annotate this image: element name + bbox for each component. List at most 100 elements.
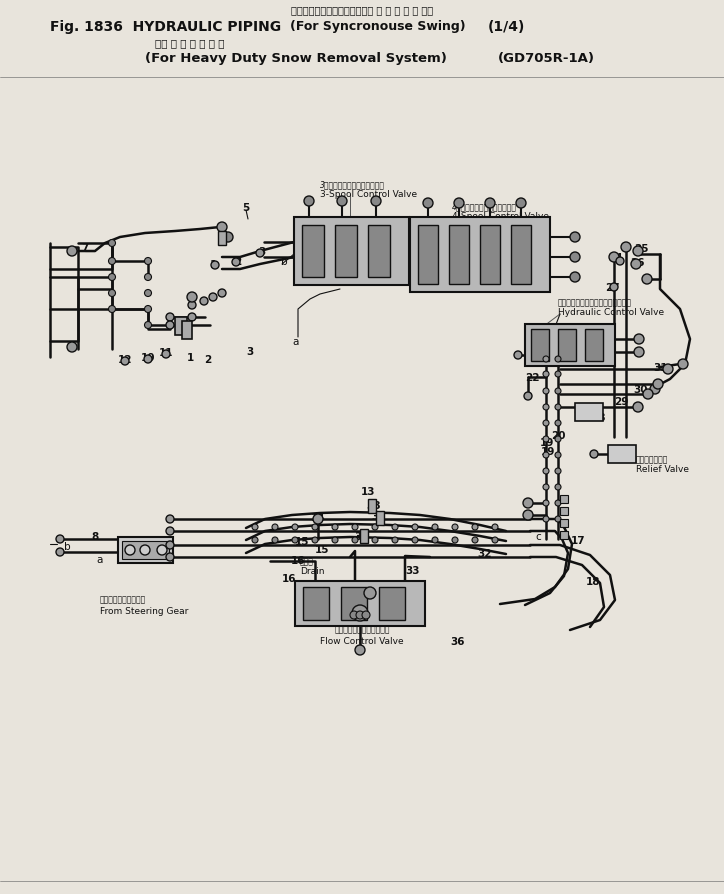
- Circle shape: [543, 372, 549, 377]
- Bar: [303, 587, 329, 620]
- Circle shape: [166, 322, 174, 330]
- Text: 1: 1: [186, 352, 193, 363]
- Circle shape: [121, 358, 129, 366]
- Text: 14: 14: [311, 512, 325, 522]
- Bar: [218, 232, 226, 246]
- Circle shape: [337, 197, 347, 207]
- Circle shape: [372, 537, 378, 544]
- Circle shape: [555, 420, 561, 426]
- Circle shape: [356, 611, 364, 620]
- Text: 3-Spool Control Valve: 3-Spool Control Valve: [320, 190, 417, 198]
- Circle shape: [144, 356, 152, 364]
- Circle shape: [543, 436, 549, 443]
- Text: 3: 3: [246, 347, 253, 357]
- Circle shape: [223, 232, 233, 243]
- Circle shape: [555, 357, 561, 363]
- Bar: [295, 581, 425, 627]
- Text: Relief Valve: Relief Valve: [636, 465, 689, 474]
- Text: 6: 6: [188, 292, 195, 303]
- Circle shape: [472, 537, 478, 544]
- Text: 39: 39: [372, 511, 386, 521]
- Circle shape: [109, 306, 116, 313]
- Text: 16: 16: [291, 555, 306, 565]
- Text: 36: 36: [451, 637, 466, 646]
- Text: 34: 34: [361, 586, 375, 596]
- Circle shape: [292, 537, 298, 544]
- Text: 29: 29: [614, 397, 628, 407]
- Bar: [175, 317, 187, 335]
- Circle shape: [272, 525, 278, 530]
- Text: 10: 10: [140, 352, 155, 363]
- Circle shape: [653, 380, 663, 390]
- Circle shape: [312, 537, 318, 544]
- Text: a: a: [97, 554, 104, 564]
- Text: 8: 8: [91, 531, 98, 542]
- Circle shape: [516, 198, 526, 209]
- Circle shape: [555, 468, 561, 475]
- Circle shape: [412, 537, 418, 544]
- Circle shape: [188, 314, 196, 322]
- Circle shape: [555, 389, 561, 394]
- Circle shape: [157, 545, 167, 555]
- Circle shape: [145, 258, 151, 266]
- Circle shape: [454, 198, 464, 209]
- Circle shape: [145, 322, 151, 329]
- Text: 3: 3: [258, 247, 266, 257]
- Circle shape: [643, 390, 653, 400]
- Text: 38: 38: [367, 501, 382, 510]
- Circle shape: [252, 525, 258, 530]
- Text: 23: 23: [527, 350, 542, 359]
- Bar: [302, 226, 324, 278]
- Text: c: c: [594, 357, 600, 367]
- Circle shape: [642, 274, 652, 284]
- Circle shape: [590, 451, 598, 459]
- Text: 15: 15: [315, 544, 329, 554]
- Bar: [560, 508, 568, 516]
- Text: 5: 5: [243, 203, 250, 213]
- Circle shape: [145, 274, 151, 282]
- Text: b: b: [281, 257, 287, 266]
- Text: (For Syncronouse Swing): (For Syncronouse Swing): [290, 20, 466, 33]
- Bar: [560, 519, 568, 527]
- Circle shape: [371, 197, 381, 207]
- Circle shape: [217, 223, 227, 232]
- Text: 25: 25: [634, 244, 648, 254]
- Bar: [608, 445, 636, 463]
- Circle shape: [514, 351, 522, 359]
- Circle shape: [109, 240, 116, 248]
- Circle shape: [555, 517, 561, 522]
- Text: ハイドロリックコントロールバルブ: ハイドロリックコントロールバルブ: [558, 298, 632, 307]
- Circle shape: [313, 514, 323, 525]
- Circle shape: [67, 247, 77, 257]
- Circle shape: [555, 436, 561, 443]
- Circle shape: [252, 537, 258, 544]
- Circle shape: [543, 420, 549, 426]
- Circle shape: [523, 499, 533, 509]
- Circle shape: [634, 348, 644, 358]
- Text: a: a: [292, 337, 299, 347]
- Circle shape: [332, 525, 338, 530]
- Circle shape: [211, 262, 219, 270]
- Circle shape: [67, 342, 77, 352]
- Circle shape: [555, 485, 561, 491]
- Text: 21: 21: [547, 323, 561, 333]
- Circle shape: [362, 611, 370, 620]
- Circle shape: [523, 510, 533, 520]
- Circle shape: [166, 527, 174, 536]
- Circle shape: [663, 365, 673, 375]
- Circle shape: [570, 253, 580, 263]
- Circle shape: [492, 525, 498, 530]
- Text: 4: 4: [224, 232, 232, 243]
- Text: 19: 19: [540, 437, 554, 448]
- Text: (GD705R-1A): (GD705R-1A): [498, 52, 595, 65]
- Bar: [558, 330, 576, 361]
- Text: 30: 30: [634, 384, 648, 394]
- Bar: [294, 218, 409, 286]
- Circle shape: [372, 525, 378, 530]
- Circle shape: [609, 253, 619, 263]
- Text: 19: 19: [541, 446, 555, 457]
- Text: From Steering Gear: From Steering Gear: [100, 606, 188, 615]
- Text: Drain: Drain: [300, 567, 324, 576]
- Circle shape: [209, 293, 217, 301]
- Text: 22: 22: [525, 373, 539, 383]
